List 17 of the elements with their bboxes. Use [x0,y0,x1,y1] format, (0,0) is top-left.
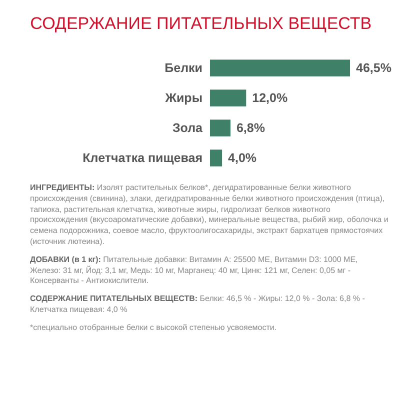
y-tick-label: Зола [172,121,204,135]
y-tick-label: Белки [164,61,202,75]
bar [210,90,246,106]
y-tick-label: Клетчатка пищевая [82,151,202,165]
bar [210,150,222,166]
y-tick-label: Жиры [164,91,202,105]
bar [210,60,350,76]
data-label: 6,8% [236,121,265,135]
chart-title: СОДЕРЖАНИЕ ПИТАТЕЛЬНЫХ ВЕЩЕСТВ [30,14,372,33]
data-label: 12,0% [252,91,288,105]
text: ИНГРЕДИЕНТЫ: Изолят растительных белков*, дегидратированные белки животного происхождения (свинина), злаки, дегидратированные белки животного происхождения (птица), тапиока, растительная клетчатка, животные жиры, гидролизат белков животного происхождения (вкусоароматические добавки), минеральные вещества, рыбий жир, оболочка и семена подорожника, соевое масло, фруктоолигосахариды, экстракт бархатцев прямостоячих (источник лютеина). [30,183,390,248]
bar [210,120,230,136]
text: СОДЕРЖАНИЕ ПИТАТЕЛЬНЫХ ВЕЩЕСТВ: Белки: 46,5 % - Жиры: 12,0 % - Зола: 6,8 % - Клетчатка пищевая: 4,0 % [30,294,365,314]
data-label: 4,0% [228,151,257,165]
text: *специально отобранные белки с высокой степенью усвояемости. [30,322,278,334]
text: ДОБАВКИ (в 1 кг): Питательные добавки: Витамин А: 25500 МЕ, Витамин D3: 1000 МЕ, Железо: 31 мг, Йод: 3,1 мг, Медь: 10 мг, Марганец: 40 мг, Цинк: 121 мг, Селен: 0,05 мг - Консерванты - Антиокислители. [30,254,359,288]
data-label: 46,5% [356,61,392,75]
